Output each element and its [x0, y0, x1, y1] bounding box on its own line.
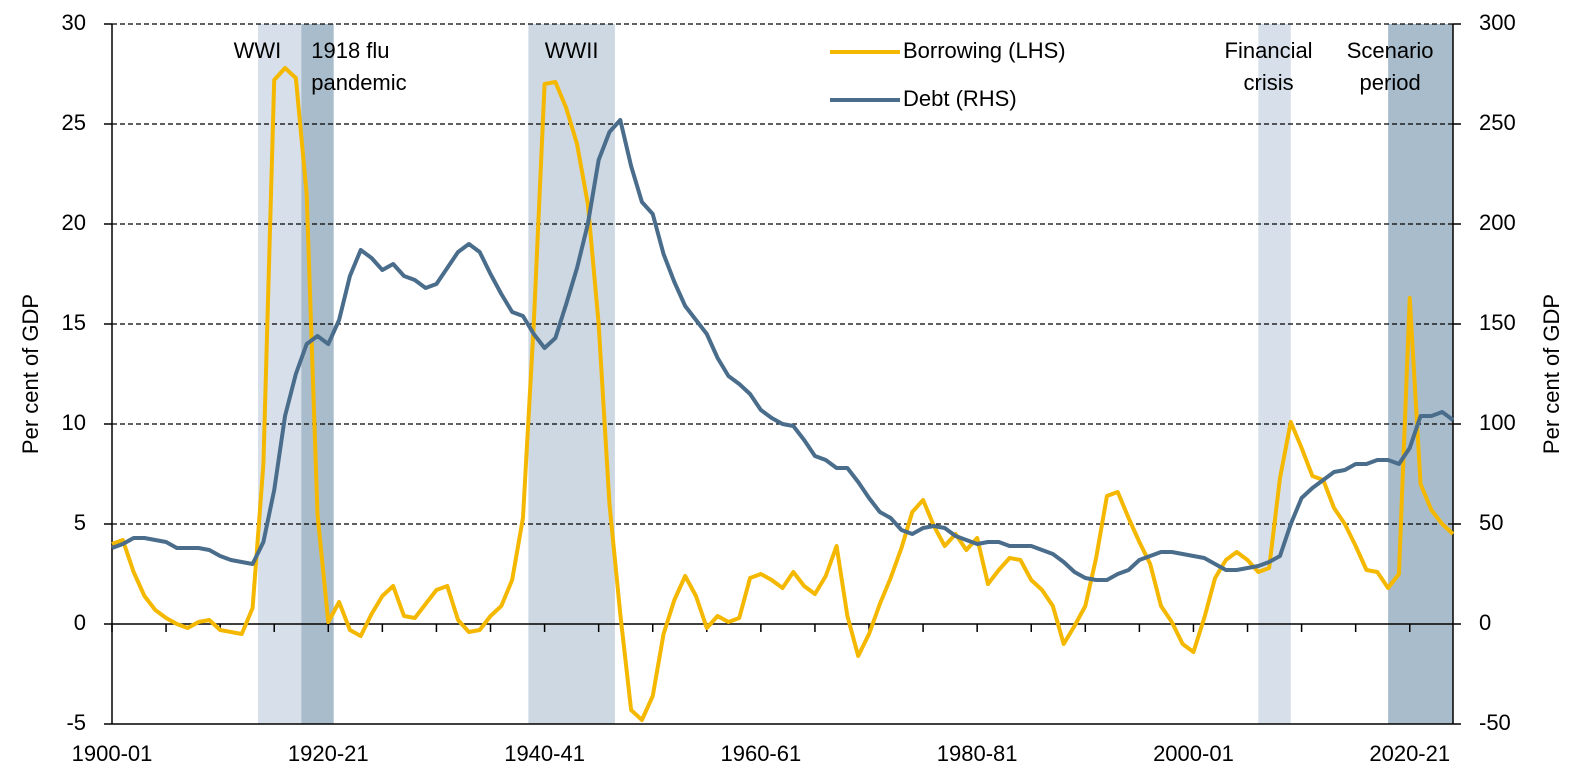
x-tick-label: 1980-81: [937, 741, 1018, 766]
x-tick-label: 1900-01: [72, 741, 153, 766]
span-label: WWI: [234, 38, 282, 63]
y-tick-label: 20: [62, 210, 86, 235]
span-label: pandemic: [311, 70, 406, 95]
y2-tick-label: 50: [1479, 510, 1503, 535]
spans: [257, 24, 1453, 724]
x-tick-label: 1920-21: [288, 741, 369, 766]
y2-tick-label: 150: [1479, 310, 1516, 335]
y2-tick-label: 300: [1479, 10, 1516, 35]
shaded-span: [1388, 24, 1453, 724]
x-tick-label: 2000-01: [1153, 741, 1234, 766]
span-label: Scenario: [1347, 38, 1434, 63]
span-label: crisis: [1244, 70, 1294, 95]
y2-axis-label: Per cent of GDP: [1539, 294, 1564, 454]
y2-tick-label: 100: [1479, 410, 1516, 435]
series-line: [111, 118, 1455, 582]
y2-tick-label: 0: [1479, 610, 1491, 635]
span-label: WWII: [545, 38, 599, 63]
y-tick-label: -5: [66, 710, 86, 735]
x-tick-label: 2020-21: [1369, 741, 1450, 766]
legend-label: Debt (RHS): [903, 86, 1017, 111]
y-tick-label: 25: [62, 110, 86, 135]
span-label: 1918 flu: [311, 38, 389, 63]
series-line: [111, 66, 1455, 722]
span-label: period: [1360, 70, 1421, 95]
x-tick-label: 1960-61: [720, 741, 801, 766]
y-tick-label: 5: [74, 510, 86, 535]
y-tick-label: 30: [62, 10, 86, 35]
span-label: Financial: [1225, 38, 1313, 63]
y-tick-label: 0: [74, 610, 86, 635]
y2-tick-label: 250: [1479, 110, 1516, 135]
y2-tick-label: 200: [1479, 210, 1516, 235]
y2-tick-label: -50: [1479, 710, 1511, 735]
y-tick-label: 15: [62, 310, 86, 335]
legend-label: Borrowing (LHS): [903, 38, 1066, 63]
x-tick-label: 1940-41: [504, 741, 585, 766]
y-axis-label: Per cent of GDP: [18, 294, 43, 454]
shaded-span: [1258, 24, 1291, 724]
y-tick-label: 10: [62, 410, 86, 435]
